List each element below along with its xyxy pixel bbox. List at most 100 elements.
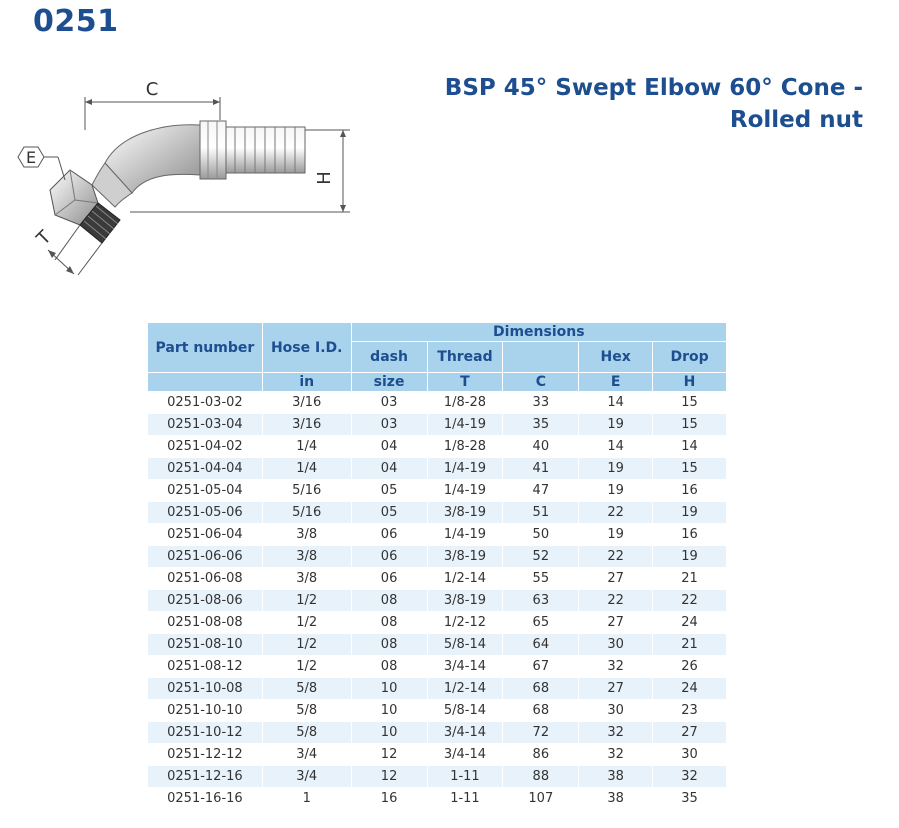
hose-id-cell: 3/4	[261, 765, 352, 788]
hose-id-cell: 1	[261, 787, 352, 810]
hex-cell: 38	[578, 787, 654, 810]
c-cell: 88	[502, 765, 580, 788]
dash-size-cell: 06	[350, 567, 428, 590]
product-title-line-1: BSP 45° Swept Elbow 60° Cone -	[444, 75, 863, 101]
col-header-part-number: Part number	[147, 322, 263, 373]
thread-cell: 1/8-28	[426, 435, 504, 458]
hose-tail	[199, 120, 306, 180]
drop-cell: 14	[652, 435, 727, 458]
drop-cell: 15	[652, 391, 727, 414]
thread-cell: 3/4-14	[426, 743, 504, 766]
e-label: E	[26, 148, 36, 167]
hex-cell: 30	[578, 699, 654, 722]
thread-cell: 1/2-14	[426, 567, 504, 590]
hose-id-cell: 3/8	[261, 567, 352, 590]
drop-cell: 32	[652, 765, 727, 788]
part-number-cell: 0251-08-10	[147, 633, 263, 656]
part-number-cell: 0251-08-08	[147, 611, 263, 634]
c-cell: 68	[502, 699, 580, 722]
col-header-hose-id: Hose I.D.	[261, 322, 352, 373]
col-subheader-in: in	[261, 372, 352, 392]
hose-id-cell: 1/2	[261, 589, 352, 612]
c-cell: 72	[502, 721, 580, 744]
dash-size-cell: 08	[350, 633, 428, 656]
col-subheader-blank	[147, 372, 263, 392]
c-cell: 33	[502, 391, 580, 414]
drop-cell: 24	[652, 677, 727, 700]
hex-cell: 27	[578, 611, 654, 634]
thread-cell: 5/8-14	[426, 633, 504, 656]
table-row: 0251-08-10 1/2 08 5/8-14 64 30 21	[147, 633, 727, 656]
table-row: 0251-16-16 1 16 1-11 107 38 35	[147, 787, 727, 810]
c-dimension: C	[84, 79, 221, 130]
thread-cell: 1/4-19	[426, 479, 504, 502]
hose-id-cell: 3/16	[261, 391, 352, 414]
hex-cell: 22	[578, 501, 654, 524]
drop-cell: 15	[652, 457, 727, 480]
thread-cell: 5/8-14	[426, 699, 504, 722]
part-number-cell: 0251-12-12	[147, 743, 263, 766]
drop-cell: 15	[652, 413, 727, 436]
dash-size-cell: 12	[350, 743, 428, 766]
dash-size-cell: 16	[350, 787, 428, 810]
part-number-cell: 0251-04-04	[147, 457, 263, 480]
part-number-cell: 0251-10-08	[147, 677, 263, 700]
hose-id-cell: 5/16	[261, 501, 352, 524]
hose-id-cell: 5/8	[261, 699, 352, 722]
hex-cell: 19	[578, 413, 654, 436]
col-subheader-e: E	[578, 372, 654, 392]
part-number-cell: 0251-05-04	[147, 479, 263, 502]
col-header-blank	[502, 341, 580, 373]
hex-cell: 30	[578, 633, 654, 656]
table-row: 0251-12-16 3/4 12 1-11 88 38 32	[147, 765, 727, 788]
part-number-cell: 0251-03-02	[147, 391, 263, 414]
drop-cell: 21	[652, 633, 727, 656]
thread-cell: 1/2-12	[426, 611, 504, 634]
c-cell: 65	[502, 611, 580, 634]
hose-id-cell: 1/2	[261, 633, 352, 656]
table-row: 0251-08-06 1/2 08 3/8-19 63 22 22	[147, 589, 727, 612]
thread-cell: 1/4-19	[426, 523, 504, 546]
drop-cell: 19	[652, 545, 727, 568]
part-number-cell: 0251-16-16	[147, 787, 263, 810]
thread-cell: 1/4-19	[426, 457, 504, 480]
thread-cell: 3/8-19	[426, 589, 504, 612]
table-row: 0251-08-12 1/2 08 3/4-14 67 32 26	[147, 655, 727, 678]
dash-size-cell: 03	[350, 391, 428, 414]
table-row: 0251-06-08 3/8 06 1/2-14 55 27 21	[147, 567, 727, 590]
thread-section	[79, 202, 121, 244]
col-subheader-h: H	[652, 372, 727, 392]
table-row: 0251-06-06 3/8 06 3/8-19 52 22 19	[147, 545, 727, 568]
thread-cell: 1-11	[426, 765, 504, 788]
hex-cell: 32	[578, 655, 654, 678]
hex-cell: 19	[578, 479, 654, 502]
hose-id-cell: 3/16	[261, 413, 352, 436]
thread-cell: 1/2-14	[426, 677, 504, 700]
hex-cell: 38	[578, 765, 654, 788]
dash-size-cell: 08	[350, 655, 428, 678]
part-number-cell: 0251-06-06	[147, 545, 263, 568]
table-row: 0251-10-12 5/8 10 3/4-14 72 32 27	[147, 721, 727, 744]
thread-cell: 1-11	[426, 787, 504, 810]
c-cell: 52	[502, 545, 580, 568]
hose-id-cell: 5/8	[261, 721, 352, 744]
c-cell: 41	[502, 457, 580, 480]
col-header-dimensions: Dimensions	[350, 322, 728, 342]
drop-cell: 30	[652, 743, 727, 766]
part-number-cell: 0251-08-12	[147, 655, 263, 678]
c-cell: 35	[502, 413, 580, 436]
h-dimension: H	[130, 129, 350, 213]
c-cell: 40	[502, 435, 580, 458]
thread-cell: 3/8-19	[426, 501, 504, 524]
part-number-cell: 0251-04-02	[147, 435, 263, 458]
hex-cell: 32	[578, 721, 654, 744]
c-cell: 68	[502, 677, 580, 700]
col-subheader-t: T	[426, 372, 504, 392]
c-cell: 64	[502, 633, 580, 656]
table-row: 0251-04-04 1/4 04 1/4-19 41 19 15	[147, 457, 727, 480]
dash-size-cell: 08	[350, 611, 428, 634]
col-subheader-size: size	[350, 372, 428, 392]
t-label: T	[32, 226, 56, 250]
c-cell: 47	[502, 479, 580, 502]
c-cell: 51	[502, 501, 580, 524]
